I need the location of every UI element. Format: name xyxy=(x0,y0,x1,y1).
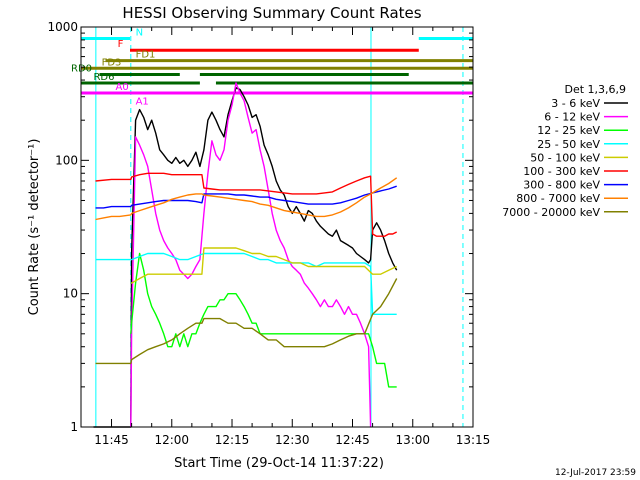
legend-label-0: 3 - 6 keV xyxy=(551,97,600,110)
y-tick-label-1: 10 xyxy=(63,287,78,301)
series-line-6 xyxy=(95,185,397,209)
series-line-7 xyxy=(95,177,398,221)
x-axis-label: Start Time (29-Oct-14 11:37:22) xyxy=(174,456,384,471)
flag-label-6: A0 xyxy=(116,82,129,93)
x-tick-label-4: 12:45 xyxy=(335,433,370,447)
flag-label-2: FD1 xyxy=(136,50,156,61)
x-tick-label-2: 12:15 xyxy=(215,433,250,447)
x-tick-label-1: 12:00 xyxy=(154,433,189,447)
series-line-4 xyxy=(130,247,397,284)
x-tick-label-0: 11:45 xyxy=(94,433,129,447)
flag-label-5: RD6 xyxy=(93,72,114,83)
series-line-1 xyxy=(130,82,372,428)
axis-ticks: 1 10 100 1000 11:45 12:00 12:15 12:30 12:45 13:00… xyxy=(47,20,490,447)
y-axis-label: Count Rate (s⁻¹ detector⁻¹) xyxy=(27,139,42,316)
x-tick-label-6: 13:15 xyxy=(456,433,491,447)
date-stamp: 12-Jul-2017 23:59 xyxy=(555,468,636,478)
chart-title: HESSI Observing Summary Count Rates xyxy=(122,4,421,22)
series-line-3 xyxy=(95,252,397,315)
y-tick-label-0: 1 xyxy=(70,420,78,434)
legend-header: Det 1,3,6,9 xyxy=(564,83,626,96)
legend-label-5: 100 - 300 keV xyxy=(523,165,600,178)
plot-frame xyxy=(80,26,474,428)
flag-label-0: N xyxy=(136,27,143,38)
y-tick-label-3: 1000 xyxy=(47,20,78,34)
legend-label-1: 6 - 12 keV xyxy=(544,111,600,124)
flag-label-1: F xyxy=(118,39,124,50)
flag-label-3: FD3 xyxy=(102,57,122,68)
x-tick-label-3: 12:30 xyxy=(275,433,310,447)
y-tick-label-2: 100 xyxy=(55,153,78,167)
legend-label-7: 800 - 7000 keV xyxy=(516,192,600,205)
legend-label-8: 7000 - 20000 keV xyxy=(502,206,600,219)
x-tick-label-5: 13:00 xyxy=(395,433,430,447)
flag-label-4: RD0 xyxy=(71,64,92,75)
legend-label-4: 50 - 100 keV xyxy=(530,151,600,164)
series-line-0 xyxy=(93,87,398,428)
legend-label-3: 25 - 50 keV xyxy=(537,138,600,151)
series-line-8 xyxy=(95,278,398,365)
flag-label-7: A1 xyxy=(136,96,149,107)
series-line-5 xyxy=(95,172,398,237)
legend-label-6: 300 - 800 keV xyxy=(523,179,600,192)
legend-label-2: 12 - 25 keV xyxy=(537,124,600,137)
series-line-2 xyxy=(130,252,397,388)
